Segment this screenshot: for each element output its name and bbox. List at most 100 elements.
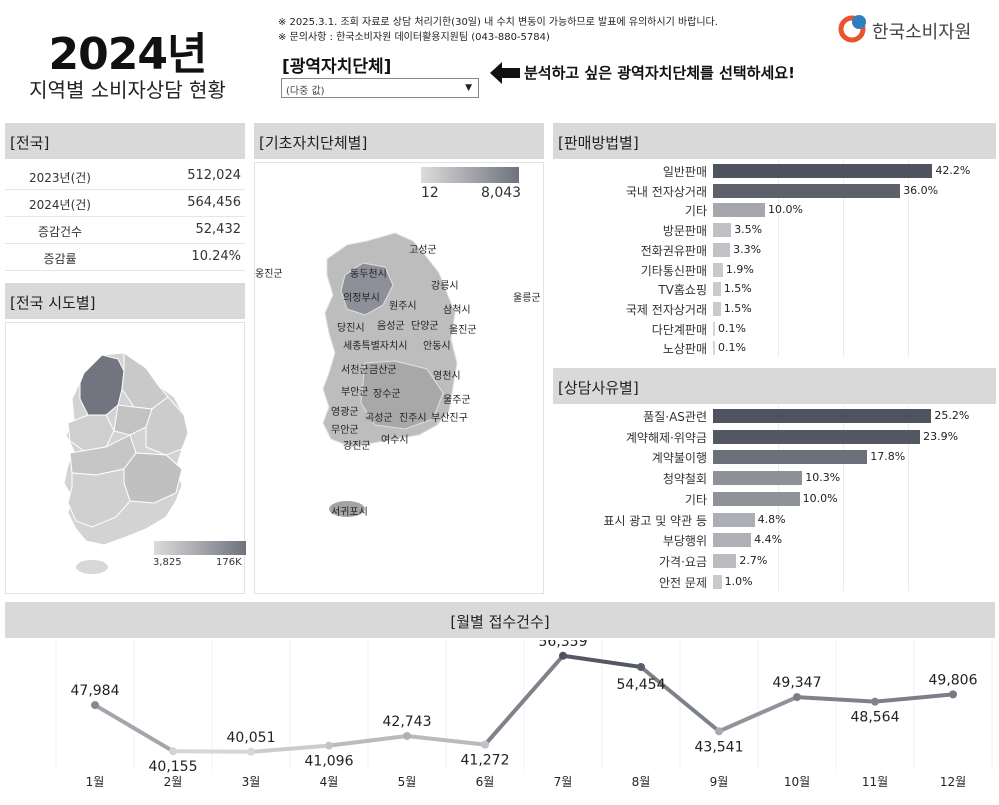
line-segment: [795, 695, 877, 704]
tick-label: 6월: [476, 775, 495, 789]
bar-label: 전화권유판매: [640, 243, 707, 258]
notice-period: ※ 2025.3.1. 조회 자료로 상담 처리기한(30일) 내 수치 변동이…: [278, 17, 718, 28]
monthly-chart-title: [월별 접수건수]: [5, 602, 995, 638]
province-map-svg[interactable]: [6, 323, 246, 595]
line-point[interactable]: [247, 747, 255, 756]
line-point[interactable]: [403, 731, 411, 740]
bar-value: 25.2%: [934, 409, 970, 422]
grid-line: [843, 405, 844, 592]
bar-value: 17.8%: [870, 450, 906, 464]
line-point[interactable]: [91, 701, 99, 710]
line-point[interactable]: [325, 741, 333, 750]
line-point[interactable]: [637, 662, 645, 671]
grid-line: [843, 160, 844, 357]
bar[interactable]: [713, 301, 721, 316]
district-legend-max: 8,043: [481, 185, 522, 201]
district-label: 의정부시: [343, 293, 380, 304]
national-row: 2024년(건) 564,456: [5, 190, 245, 217]
bar[interactable]: [713, 203, 765, 218]
district-label: 울릉군: [513, 293, 541, 304]
bar[interactable]: [713, 512, 755, 527]
district-label: 영광군: [331, 407, 359, 418]
bar-label: 기타통신판매: [640, 263, 707, 278]
bar[interactable]: [713, 471, 803, 486]
bar[interactable]: [713, 223, 732, 238]
district-label: 부안군: [341, 387, 369, 398]
bar[interactable]: [713, 262, 723, 277]
bar-value: 36.0%: [903, 183, 939, 197]
line-point[interactable]: [871, 697, 879, 706]
data-label: 40,155: [149, 759, 198, 775]
bar[interactable]: [713, 282, 721, 297]
bar-value: 0.1%: [718, 341, 746, 355]
district-map[interactable]: 12 8,043 고성군 옹진군 동두천시 의정부시 강릉시 울릉군 원주시 삼척시 당진시 음성…: [254, 162, 544, 594]
bar[interactable]: [713, 450, 868, 465]
data-label: 49,806: [929, 672, 978, 688]
bar[interactable]: [713, 164, 933, 178]
bar[interactable]: [713, 321, 715, 336]
bar-label: 안전 문제: [659, 575, 707, 590]
district-label: 고성군: [409, 245, 437, 256]
sales-method-title: [판매방법별]: [553, 123, 996, 159]
bar-label: 가격·요금: [659, 554, 707, 569]
line-point[interactable]: [949, 690, 957, 699]
data-label: 48,564: [851, 710, 900, 726]
national-row-value: 52,432: [195, 222, 242, 237]
line-point[interactable]: [481, 740, 489, 749]
bar[interactable]: [713, 341, 715, 356]
bar[interactable]: [713, 242, 731, 257]
national-row-label: 증감률: [43, 252, 77, 266]
bar[interactable]: [713, 533, 752, 548]
line-point[interactable]: [559, 651, 567, 660]
bar-value: 4.8%: [757, 512, 786, 526]
bar-value: 3.5%: [734, 223, 763, 237]
line-point[interactable]: [715, 727, 723, 736]
district-label: 당진시: [337, 323, 365, 334]
national-row-label: 2023년(건): [29, 171, 91, 185]
page-title: 지역별 소비자상담 현황: [29, 78, 226, 102]
bar-label: 계약불이행: [651, 451, 707, 466]
bar-value: 1.9%: [725, 262, 754, 276]
national-row: 증감률 10.24%: [5, 244, 245, 271]
line-segment: [171, 749, 253, 754]
region-select-value: (다중 값): [286, 86, 325, 97]
bar[interactable]: [713, 409, 932, 423]
bar[interactable]: [713, 491, 800, 506]
district-label: 영천시: [433, 371, 461, 382]
province-map[interactable]: 3,825 176K: [5, 322, 246, 595]
line-point[interactable]: [169, 747, 177, 756]
line-segment: [639, 664, 721, 734]
region-select[interactable]: (다중 값) ▼: [281, 78, 479, 98]
province-legend-max: 176K: [216, 557, 242, 568]
province-legend-min: 3,825: [153, 557, 182, 568]
bar[interactable]: [713, 429, 921, 444]
consult-reason-chart: 품질·AS관련 25.2% 계약해제·위약금 23.9% 계약불이행 17.8% 청약철회 1…: [553, 405, 996, 595]
line-segment: [93, 703, 175, 754]
district-map-svg[interactable]: [255, 163, 545, 595]
bar[interactable]: [713, 183, 901, 198]
bar-value: 23.9%: [923, 429, 959, 443]
bar-value: 1.5%: [723, 282, 752, 296]
bar-label: 기타: [684, 492, 707, 507]
district-label: 강진군: [343, 441, 371, 452]
grid-line: [908, 160, 909, 357]
sales-method-chart: 일반판매 42.2% 국내 전자상거래 36.0% 기타 10.0% 방문판매 3.5% 전화권…: [553, 160, 996, 360]
bar-label: 국내 전자상거래: [625, 184, 707, 199]
logo-icon: [838, 15, 866, 43]
district-jeju-shape: [329, 501, 365, 517]
consult-reason-title: [상담사유별]: [553, 368, 996, 404]
data-label: 42,743: [383, 714, 432, 730]
district-label: 단양군: [411, 321, 439, 332]
bar-value: 3.3%: [733, 242, 762, 256]
tick-label: 5월: [398, 775, 417, 789]
bar-label: 다단계판매: [651, 322, 707, 337]
district-label: 강릉시: [431, 281, 459, 292]
national-row-value: 512,024: [187, 168, 241, 183]
chevron-down-icon[interactable]: ▼: [465, 83, 472, 93]
line-point[interactable]: [793, 693, 801, 702]
bar[interactable]: [713, 574, 722, 589]
bar-value: 4.4%: [754, 533, 783, 547]
bar[interactable]: [713, 553, 737, 568]
district-label: 음성군: [377, 321, 405, 332]
district-label: 서천군: [341, 365, 369, 376]
